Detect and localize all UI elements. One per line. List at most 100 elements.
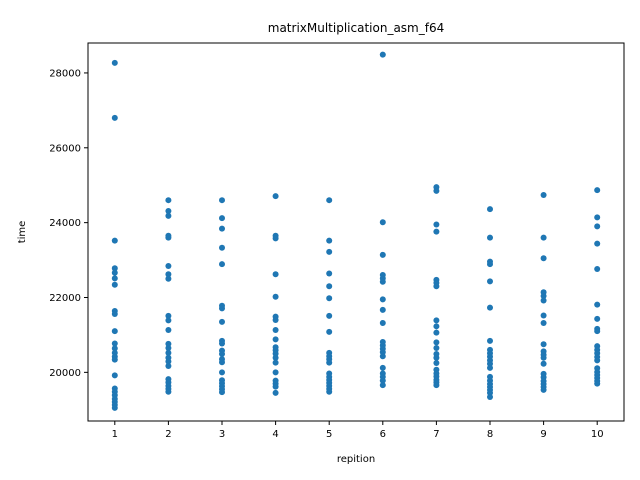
data-point [111, 356, 118, 363]
data-point [219, 215, 225, 222]
data-point [165, 317, 172, 324]
data-point [433, 221, 440, 228]
y-tick-label: 24000 [49, 218, 81, 229]
data-point [165, 212, 172, 219]
data-point [487, 389, 493, 396]
data-point [272, 293, 279, 300]
data-point [540, 292, 547, 299]
data-point [540, 297, 547, 304]
data-point [111, 345, 118, 352]
data-point [326, 197, 333, 204]
data-point [594, 380, 601, 387]
data-point [540, 255, 547, 262]
x-tick-label: 6 [380, 429, 386, 440]
data-point [272, 383, 279, 390]
data-point [594, 357, 601, 364]
data-point [379, 278, 386, 285]
x-tick-label: 4 [272, 429, 278, 440]
data-point [165, 362, 172, 369]
data-point [219, 340, 225, 347]
data-point [433, 339, 440, 346]
data-point [540, 386, 547, 393]
x-axis-label: repition [337, 454, 375, 465]
data-point [433, 359, 440, 366]
data-point [111, 269, 118, 276]
data-point [272, 316, 279, 323]
data-point [165, 340, 172, 347]
y-tick-label: 28000 [49, 68, 81, 79]
data-point [540, 319, 547, 326]
data-point [326, 283, 333, 290]
data-point [272, 359, 279, 366]
data-point [165, 197, 172, 204]
data-point [540, 234, 547, 241]
x-axis: 1 2 3 4 5 6 7 8 9 10 [112, 421, 604, 440]
data-point [326, 312, 333, 319]
data-point [487, 364, 493, 371]
data-point [594, 223, 601, 230]
data-point [272, 327, 279, 334]
data-point [540, 341, 547, 348]
data-point [111, 114, 118, 121]
data-point [433, 187, 440, 194]
data-point [433, 323, 440, 330]
data-point [433, 329, 440, 336]
data-point [487, 234, 493, 241]
data-point [487, 337, 493, 344]
data-point [219, 318, 225, 325]
data-point [165, 263, 172, 270]
data-point [272, 193, 279, 200]
data-point [326, 295, 333, 302]
data-point [111, 372, 118, 379]
data-point [594, 240, 601, 247]
data-point [165, 208, 172, 215]
data-point [487, 304, 493, 311]
data-point [594, 328, 601, 335]
y-tick-label: 26000 [49, 143, 81, 154]
data-point [379, 219, 386, 226]
data-point [433, 283, 440, 290]
data-point [594, 301, 601, 308]
data-point [379, 382, 386, 389]
y-tick-label: 20000 [49, 368, 81, 379]
data-point [433, 382, 440, 389]
data-point [594, 266, 601, 273]
data-point [111, 340, 118, 347]
data-point [487, 360, 493, 367]
data-point [540, 354, 547, 361]
data-point [379, 251, 386, 258]
data-point [433, 354, 440, 361]
data-point [326, 270, 333, 277]
data-point [219, 261, 225, 268]
points-layer [111, 51, 601, 411]
data-point [272, 350, 279, 357]
data-point [594, 187, 601, 194]
data-point [379, 306, 386, 313]
data-point [165, 388, 172, 395]
data-point [487, 394, 493, 401]
data-point [594, 315, 601, 322]
x-tick-label: 3 [219, 429, 225, 440]
data-point [111, 328, 118, 335]
data-point [379, 296, 386, 303]
data-point [272, 389, 279, 396]
x-tick-label: 10 [591, 429, 604, 440]
data-point [326, 359, 333, 366]
data-point [487, 278, 493, 285]
data-point [111, 310, 118, 317]
x-tick-label: 5 [326, 429, 332, 440]
data-point [379, 377, 386, 384]
plot-frame [87, 42, 625, 422]
data-point [540, 360, 547, 367]
data-point [165, 234, 172, 241]
data-point [111, 265, 118, 272]
data-point [379, 51, 386, 58]
chart-title: matrixMultiplication_asm_f64 [268, 21, 444, 35]
y-axis-label: time [17, 221, 28, 244]
data-point [594, 214, 601, 221]
x-tick-label: 8 [487, 429, 493, 440]
x-tick-label: 1 [112, 429, 118, 440]
data-point [272, 354, 279, 361]
